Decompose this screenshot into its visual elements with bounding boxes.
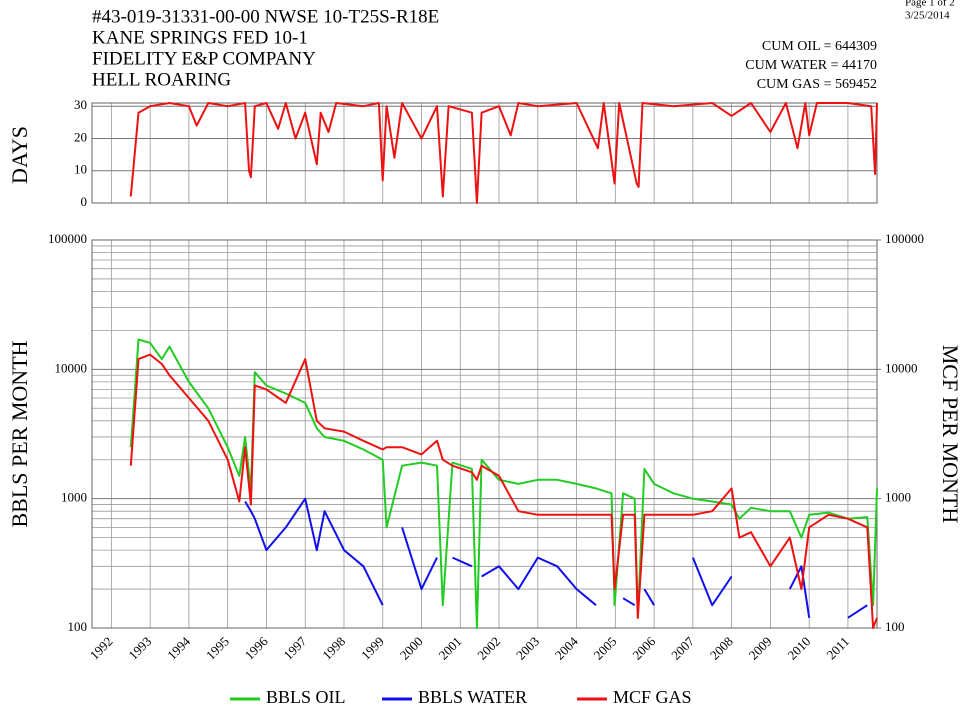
y2-tick-label: 100000 (885, 231, 924, 246)
y-tick-label: 100000 (48, 231, 87, 246)
x-tick-label: 2004 (552, 633, 581, 662)
cum-total: CUM OIL = 644309 (762, 39, 877, 54)
x-tick-label: 2006 (629, 633, 658, 662)
x-tick-label: 2000 (397, 634, 426, 663)
x-tick-label: 2001 (436, 634, 465, 663)
x-tick-label: 2011 (823, 634, 852, 663)
x-tick-label: 1998 (319, 634, 348, 663)
header-line: HELL ROARING (92, 69, 231, 90)
x-tick-label: 2005 (591, 634, 620, 663)
y-tick-label: 1000 (61, 490, 87, 505)
series-line (129, 338, 878, 629)
x-tick-label: 2002 (474, 634, 503, 663)
y2-tick-label: 1000 (885, 490, 911, 505)
cum-total: CUM WATER = 44170 (745, 58, 877, 73)
header-line: KANE SPRINGS FED 10-1 (92, 27, 308, 48)
y-tick-label: 10000 (55, 360, 88, 375)
print-date: 3/25/2014 (905, 10, 950, 22)
series-line (129, 353, 878, 629)
y-axis-label: DAYS (7, 126, 32, 184)
y2-tick-label: 10000 (885, 360, 918, 375)
y-tick-label: 0 (81, 194, 88, 209)
series-line (244, 497, 868, 619)
y2-tick-label: 100 (885, 619, 905, 634)
x-tick-label: 2007 (668, 633, 697, 662)
plot-frame (91, 102, 878, 204)
x-tick-label: 1997 (280, 633, 309, 662)
x-tick-label: 1996 (242, 633, 271, 662)
x-tick-label: 1994 (164, 633, 193, 662)
plot-frame (91, 239, 878, 629)
x-tick-label: 1992 (87, 634, 116, 663)
y-tick-label: 30 (74, 97, 87, 112)
x-tick-label: 1993 (125, 634, 154, 663)
legend-label: MCF GAS (613, 687, 692, 707)
legend-label: BBLS OIL (266, 687, 346, 707)
y-tick-label: 10 (74, 162, 87, 177)
x-tick-label: 2009 (746, 634, 775, 663)
x-tick-label: 2010 (784, 634, 813, 663)
header-line: #43-019-31331-00-00 NWSE 10-T25S-R18E (92, 6, 439, 27)
page-number: Page 1 of 2 (905, 0, 955, 9)
legend-label: BBLS WATER (418, 687, 527, 707)
cum-total: CUM GAS = 569452 (757, 77, 877, 92)
days-line (129, 102, 878, 204)
y-tick-label: 20 (74, 129, 87, 144)
y2-axis-label: MCF PER MONTH (938, 345, 963, 524)
y-axis-label: BBLS PER MONTH (7, 340, 32, 527)
x-tick-label: 1995 (203, 634, 232, 663)
y-tick-label: 100 (68, 619, 88, 634)
x-tick-label: 2008 (707, 634, 736, 663)
x-tick-label: 2003 (513, 634, 542, 663)
x-tick-label: 1999 (358, 634, 387, 663)
header-line: FIDELITY E&P COMPANY (92, 48, 316, 69)
